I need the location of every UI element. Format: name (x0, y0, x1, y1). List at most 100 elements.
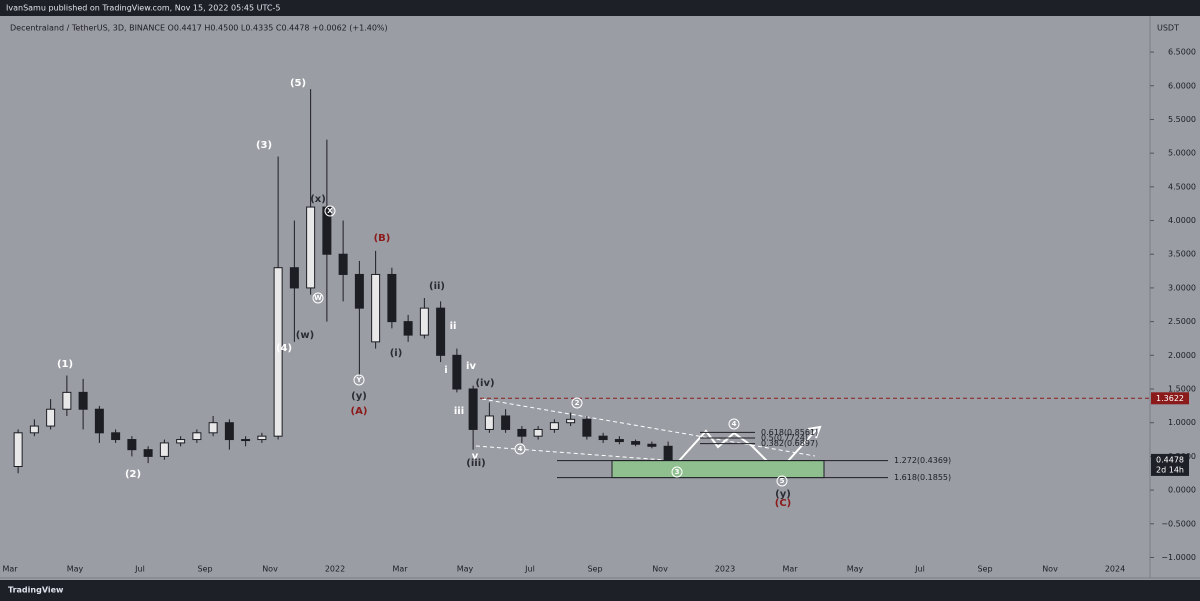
y-tick-label: 4.5000 (1168, 182, 1196, 191)
candle-body (46, 408, 56, 427)
candle-body (517, 428, 527, 437)
candle-body (176, 439, 186, 444)
annotation: (1) (57, 359, 73, 370)
annotation: (iv) (475, 378, 494, 389)
y-tick-label: 0.0000 (1168, 486, 1196, 495)
candle-body (78, 391, 88, 410)
annotation: 4 (732, 420, 737, 428)
candle-body (468, 388, 478, 430)
annotation: (A) (351, 406, 368, 417)
top-bar (0, 0, 1200, 16)
annotation: Y (355, 376, 362, 384)
annotation: iv (466, 361, 476, 372)
annotation: (x) (310, 194, 326, 205)
annotation-circle (353, 374, 365, 386)
annotation: (C) (775, 498, 791, 509)
currency: USDT (1157, 24, 1179, 33)
y-tick-label: 3.5000 (1168, 250, 1196, 259)
legend: Decentraland / TetherUS, 3D, BINANCE O0.… (10, 24, 388, 33)
annotation: W (314, 294, 322, 302)
annotation-circle (324, 205, 336, 217)
x-tick-label: Mar (782, 565, 798, 574)
annotation: (ii) (429, 281, 445, 292)
annotation: (2) (125, 469, 141, 480)
candle-body (338, 253, 348, 275)
annotation-circle (312, 292, 324, 304)
trend-line (481, 398, 816, 457)
candle-body (224, 422, 234, 441)
fib-label: 0.382(0.6897) (761, 439, 818, 448)
y-tick-label: 6.5000 (1168, 48, 1196, 57)
candle-body (273, 267, 283, 437)
candle-body (549, 422, 559, 430)
annotation: X (327, 207, 333, 215)
candle-body (484, 415, 494, 430)
price-tag-label: 1.3622 (1156, 394, 1184, 403)
annotation: i (444, 365, 447, 376)
publisher: IvanSamu published on TradingView.com, N… (6, 4, 281, 13)
candle-body (533, 428, 543, 437)
annotation: iii (454, 406, 464, 417)
annotation: 3 (675, 468, 680, 476)
fib-label: 0.5(0.7724) (761, 434, 808, 443)
candle-body (127, 439, 137, 451)
x-tick-label: Sep (587, 565, 602, 574)
annotation: (i) (390, 348, 403, 359)
candle-body (436, 307, 446, 356)
x-tick-label: 2024 (1105, 565, 1125, 574)
candle-body (241, 439, 251, 442)
candle-body (354, 273, 364, 309)
candle-body (371, 273, 381, 343)
x-tick-label: Mar (392, 565, 408, 574)
x-tick-label: May (847, 565, 864, 574)
candle-body (647, 443, 657, 447)
y-tick-label: 4.0000 (1168, 216, 1196, 225)
annotation-circle (571, 397, 583, 409)
x-tick-label: Nov (262, 565, 278, 574)
candle-body (192, 432, 202, 441)
x-tick-label: May (67, 565, 84, 574)
last-price-tag (1151, 453, 1189, 476)
x-tick-label: Mar (2, 565, 18, 574)
x-tick-label: Sep (197, 565, 212, 574)
candle-body (387, 273, 397, 323)
x-tick-label: May (457, 565, 474, 574)
projection-arrow (807, 425, 822, 439)
annotation-circle (671, 466, 683, 478)
candle-body (663, 445, 673, 461)
candle-body (62, 391, 72, 410)
price-tag (1151, 392, 1189, 405)
annotation: 2 (575, 399, 580, 407)
x-tick-label: 2023 (715, 565, 735, 574)
candle-body (29, 425, 39, 434)
annotation: ii (450, 321, 457, 332)
brand: TradingView (8, 586, 64, 595)
annotation: 4 (518, 445, 523, 453)
candle-body (13, 432, 23, 468)
annotation: (y) (351, 391, 367, 402)
x-tick-label: 2022 (325, 565, 345, 574)
candle-body (501, 415, 511, 430)
y-tick-label: 5.0000 (1168, 149, 1196, 158)
fib-label: 1.618(0.1855) (894, 473, 951, 482)
last-price-label: 0.4478 (1156, 455, 1184, 464)
annotation: 5 (780, 477, 785, 485)
x-tick-label: Nov (652, 565, 668, 574)
candle-body (631, 441, 641, 445)
y-tick-label: 6.0000 (1168, 81, 1196, 90)
annotation: (3) (256, 140, 272, 151)
y-tick-label: 2.0000 (1168, 351, 1196, 360)
candle-body (289, 267, 299, 289)
fib-label: 0.618(0.8561) (761, 428, 818, 437)
candle-body (582, 418, 592, 437)
y-tick-label: 1.0000 (1168, 418, 1196, 427)
y-tick-label: −0.5000 (1161, 519, 1196, 528)
candle-body (159, 442, 169, 457)
candle-body (257, 435, 267, 441)
candle-body (452, 354, 462, 390)
annotation: (5) (290, 78, 306, 89)
y-tick-label: 5.5000 (1168, 115, 1196, 124)
candle-body (614, 439, 624, 443)
